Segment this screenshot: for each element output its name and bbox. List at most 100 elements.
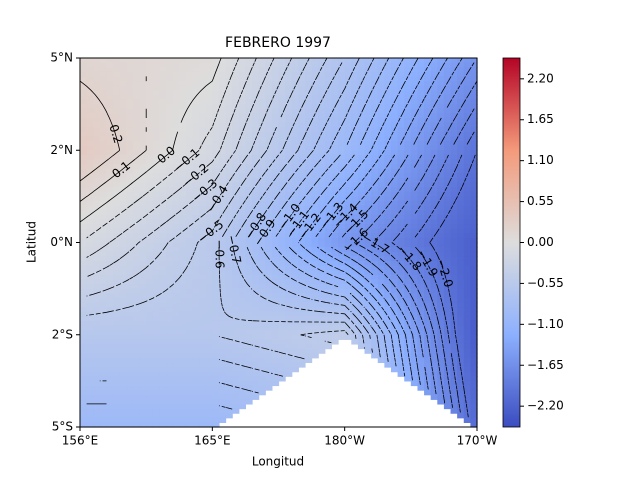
field-cell [311, 334, 319, 340]
field-cell [318, 136, 326, 142]
field-cell [298, 145, 306, 151]
field-cell [179, 214, 187, 221]
field-cell [437, 311, 445, 317]
field-cell [199, 159, 207, 165]
field-cell [324, 270, 333, 276]
field-cell [437, 394, 445, 400]
field-cell [311, 320, 319, 327]
field-cell [463, 177, 471, 184]
field-cell [126, 233, 134, 239]
field-cell [185, 58, 194, 64]
field-cell [185, 141, 194, 147]
field-cell [410, 316, 419, 322]
field-cell [304, 307, 313, 313]
field-cell [93, 422, 101, 428]
field-cell [437, 168, 445, 174]
field-cell [291, 164, 299, 170]
field-cell [298, 150, 306, 156]
field-cell [245, 247, 253, 253]
field-cell [351, 113, 359, 119]
field-cell [437, 90, 445, 96]
field-cell [318, 117, 326, 124]
field-cell [232, 362, 240, 368]
field-cell [106, 362, 114, 368]
field-cell [132, 131, 141, 138]
field-cell [304, 270, 313, 276]
field-cell [245, 136, 253, 142]
field-cell [437, 265, 445, 271]
field-cell [417, 237, 425, 244]
field-cell [377, 90, 385, 96]
field-cell [80, 307, 88, 313]
field-cell [205, 150, 213, 156]
field-cell [371, 76, 379, 82]
field-cell [185, 413, 194, 419]
field-cell [450, 205, 458, 211]
field-cell [252, 145, 260, 151]
field-cell [318, 256, 326, 262]
field-cell [106, 403, 114, 410]
field-cell [218, 205, 227, 211]
field-cell [364, 339, 372, 345]
field-cell [205, 205, 213, 211]
field-cell [172, 85, 180, 91]
field-cell [99, 293, 108, 299]
field-cell [278, 362, 286, 368]
field-cell [139, 293, 147, 299]
field-cell [384, 302, 392, 308]
field-cell [146, 214, 154, 221]
field-cell [93, 164, 101, 170]
field-cell [285, 200, 293, 207]
field-cell [298, 200, 306, 207]
field-cell [132, 380, 141, 387]
field-cell [185, 113, 194, 119]
field-cell [232, 200, 240, 207]
field-cell [119, 357, 127, 364]
field-cell [271, 136, 280, 142]
field-cell [139, 302, 147, 308]
field-cell [113, 413, 121, 419]
field-cell [113, 210, 121, 216]
field-cell [271, 196, 280, 202]
field-cell [443, 99, 452, 105]
field-cell [371, 325, 379, 331]
field-cell [185, 343, 194, 350]
field-cell [298, 71, 306, 78]
field-cell [232, 330, 240, 336]
field-cell [298, 164, 306, 170]
field-cell [159, 353, 167, 359]
field-cell [205, 390, 213, 396]
field-cell [410, 362, 419, 368]
field-cell [232, 320, 240, 327]
field-cell [146, 376, 154, 382]
field-cell [384, 104, 392, 110]
field-cell [285, 233, 293, 239]
field-cell [463, 371, 471, 377]
field-cell [119, 108, 127, 114]
field-cell [212, 307, 220, 313]
field-cell [298, 108, 306, 114]
field-cell [185, 85, 194, 91]
field-cell [245, 265, 253, 271]
field-cell [132, 357, 141, 364]
field-cell [258, 104, 266, 110]
field-cell [199, 182, 207, 188]
field-cell [192, 154, 200, 161]
field-cell [430, 320, 438, 327]
field-cell [238, 108, 247, 114]
field-cell [119, 339, 127, 345]
field-cell [404, 58, 412, 64]
field-cell [424, 58, 432, 64]
field-cell [86, 247, 94, 253]
field-cell [113, 362, 121, 368]
field-cell [192, 67, 200, 73]
field-cell [225, 127, 233, 133]
field-cell [291, 362, 299, 368]
field-cell [318, 150, 326, 156]
field-cell [152, 164, 160, 170]
field-cell [172, 104, 180, 110]
field-cell [179, 242, 187, 248]
field-cell [377, 173, 385, 179]
field-cell [285, 334, 293, 340]
field-cell [437, 293, 445, 299]
